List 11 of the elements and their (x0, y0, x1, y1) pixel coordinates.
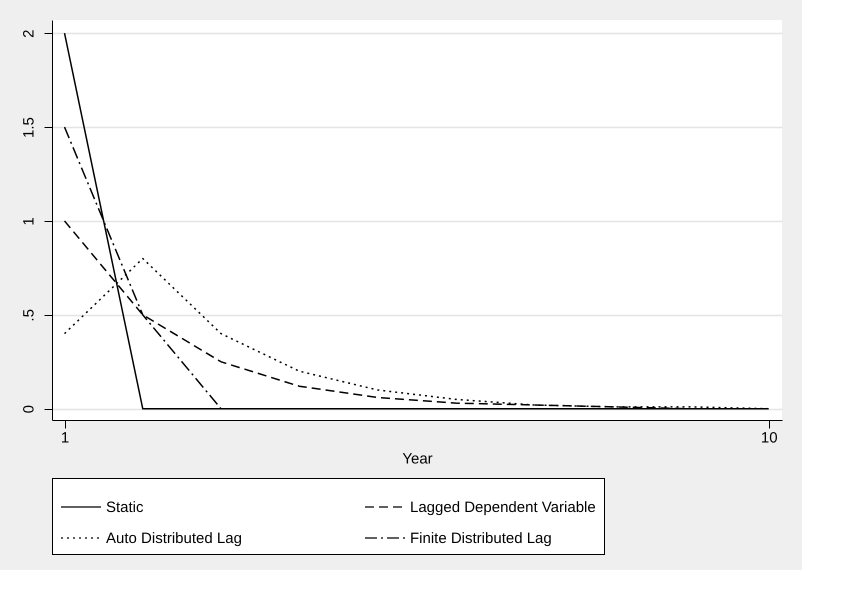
y-tick-label: 0 (20, 405, 38, 414)
legend-label: Lagged Dependent Variable (410, 499, 596, 516)
y-tick-label: 2 (20, 29, 38, 38)
legend-label: Static (106, 499, 144, 516)
legend-label: Finite Distributed Lag (410, 530, 552, 547)
y-tick-label: 1 (20, 217, 38, 226)
x-axis-title: Year (402, 450, 433, 468)
y-tick-label: .5 (20, 309, 38, 322)
y-tick-label: 1.5 (20, 117, 38, 138)
legend-label: Auto Distributed Lag (106, 530, 242, 547)
x-tick-label: 10 (760, 430, 778, 446)
